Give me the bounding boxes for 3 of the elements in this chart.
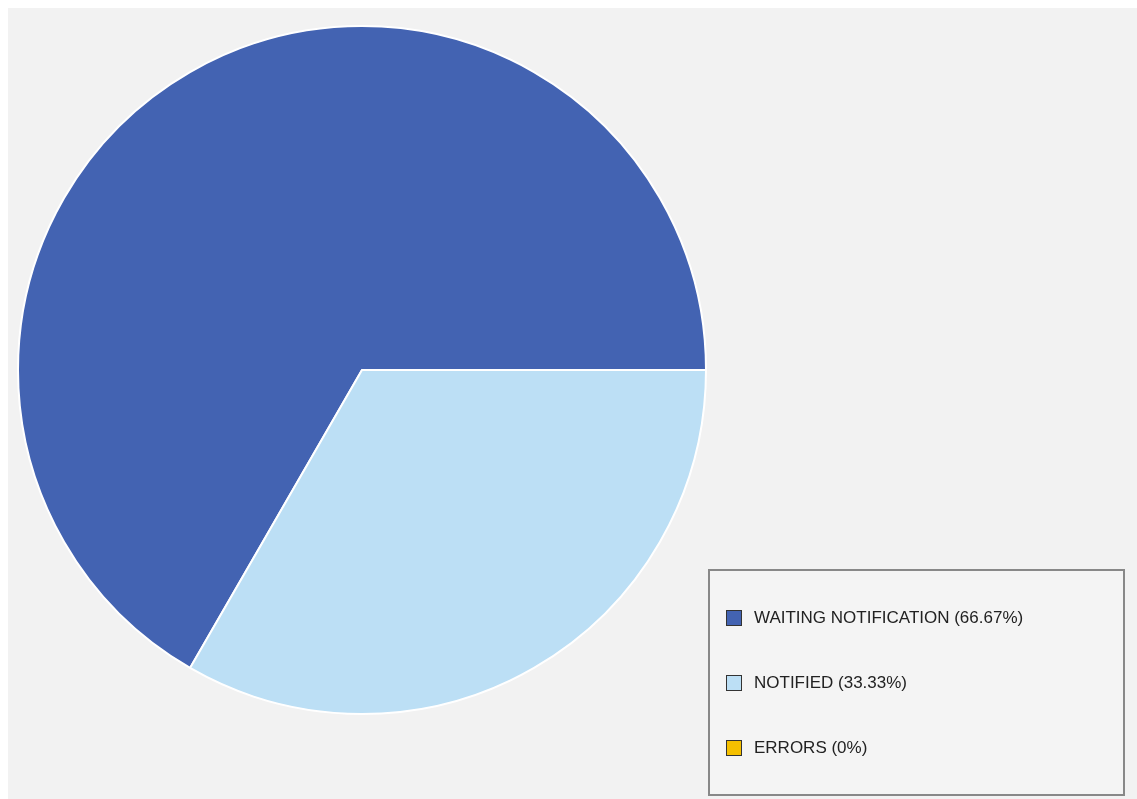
legend-label: ERRORS (0%) (754, 737, 868, 758)
legend-label: WAITING NOTIFICATION (66.67%) (754, 607, 1024, 628)
legend-label: NOTIFIED (33.33%) (754, 672, 908, 693)
